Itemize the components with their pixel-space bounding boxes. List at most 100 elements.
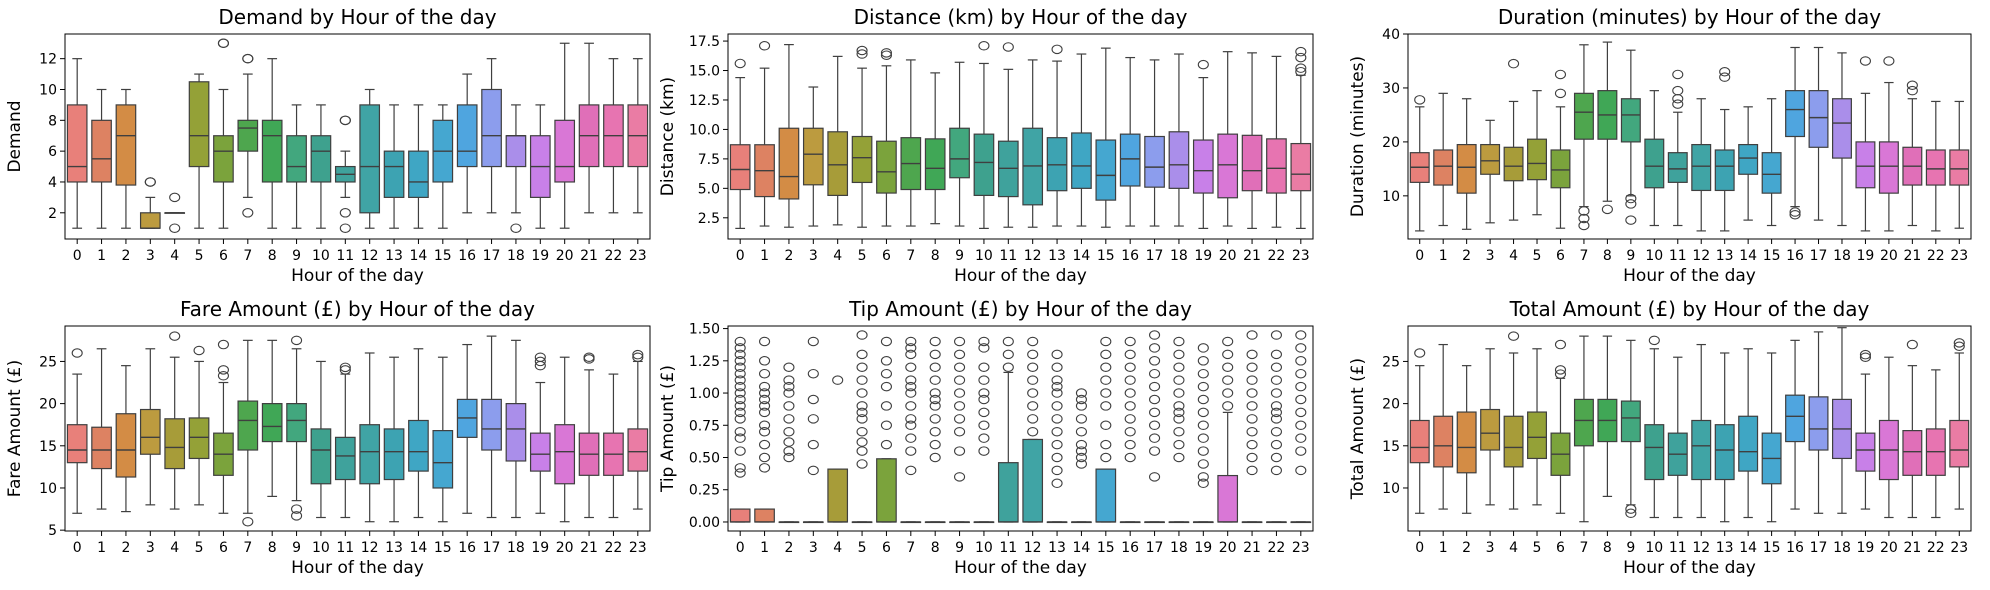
x-tick-label: 21 [1903,248,1921,264]
x-tick-label: 1 [760,248,769,264]
outlier-point [905,388,917,398]
y-tick-label: 10 [39,481,57,497]
outlier-point [1197,433,1209,443]
x-tick-label: 22 [1268,540,1286,556]
iqr-box [310,428,332,485]
x-tick-label: 9 [292,540,301,556]
x-tick-label: 12 [1024,540,1042,556]
iqr-box [1192,139,1214,194]
outlier-point [734,375,746,385]
iqr-box [1831,98,1852,159]
x-tick-label: 8 [931,540,940,556]
x-tick-label: 8 [931,248,940,264]
iqr-box [1433,149,1454,186]
outlier-point [807,414,819,424]
outlier-point [759,463,771,473]
x-axis-label: Hour of the day [1623,558,1756,578]
box-hour-16 [1119,336,1141,524]
box-hour-21 [578,352,600,519]
outlier-point [978,343,990,353]
outlier-point [291,504,303,514]
outlier-point [1002,349,1014,360]
outlier-point [929,394,941,405]
box-hour-15 [1095,47,1117,228]
iqr-box [1527,138,1548,181]
outlier-point [807,465,819,476]
box-hour-15 [432,356,454,523]
outlier-point [1051,375,1063,385]
outlier-point [1414,348,1426,358]
outlier-point [1270,414,1282,424]
outlier-point [734,414,746,424]
outlier-point [71,348,83,358]
outlier-point [734,343,746,353]
x-tick-label: 5 [195,540,204,556]
iqr-box [1022,438,1044,523]
x-tick-label: 10 [312,540,330,556]
outlier-point [905,420,917,431]
x-tick-label: 6 [219,248,228,264]
outlier-point [217,365,229,375]
outlier-point [1197,356,1209,366]
outlier-point [1222,362,1234,373]
outlier-point [1508,331,1520,341]
outlier-point [1197,368,1209,379]
outlier-point [905,465,917,476]
box-hour-1 [91,348,112,510]
box-hour-19 [1855,349,1876,510]
outlier-point [734,336,746,347]
iqr-box [1527,411,1548,460]
outlier-point [954,414,966,424]
x-tick-label: 19 [1857,540,1875,556]
iqr-box [1785,394,1806,443]
outlier-point [759,41,771,51]
y-axis-label: Demand [5,100,25,172]
x-tick-label: 5 [195,248,204,264]
x-tick-label: 20 [1219,248,1237,264]
x-tick-label: 12 [1692,540,1710,556]
outlier-point [856,362,868,373]
outlier-point [1295,52,1307,63]
box-hour-10 [973,336,995,524]
x-tick-label: 21 [580,540,598,556]
box-hour-9 [949,336,970,524]
box-hour-19 [529,104,551,229]
outlier-point [1295,433,1307,443]
box-hour-17 [481,58,502,214]
iqr-box [1480,408,1501,451]
iqr-box [1144,135,1165,188]
x-tick-label: 2 [784,248,793,264]
outlier-point [1100,401,1112,411]
outlier-point [1295,394,1307,405]
x-tick-label: 6 [1556,540,1565,556]
iqr-box [1119,133,1141,187]
x-tick-label: 16 [1786,540,1804,556]
box-hour-6 [876,48,897,227]
y-tick-label: 17.5 [689,34,720,50]
outlier-point [1246,452,1258,463]
x-axis-label: Hour of the day [1623,266,1756,286]
outlier-point [759,426,771,437]
x-tick-label: 5 [858,248,867,264]
x-tick-label: 13 [1048,248,1066,264]
outlier-point [1149,394,1161,405]
outlier-point [978,394,990,405]
x-tick-label: 12 [361,248,379,264]
x-tick-label: 2 [121,540,130,556]
iqr-box [1691,143,1712,192]
box-hour-11 [997,42,1019,228]
outlier-point [1672,99,1684,109]
outlier-point [1027,375,1039,385]
y-tick-label: 15.0 [689,64,720,80]
box-hour-7 [237,339,259,527]
x-tick-label: 6 [219,540,228,556]
box-hour-8 [1597,41,1618,215]
iqr-box [997,462,1019,523]
iqr-box [851,135,873,184]
box-hour-8 [924,336,946,524]
y-axis-label: Distance (km) [658,77,678,196]
panel-demand: Demand by Hour of the day Hour of the day… [5,5,651,286]
iqr-box [505,403,527,462]
box-hour-5 [1527,90,1548,216]
